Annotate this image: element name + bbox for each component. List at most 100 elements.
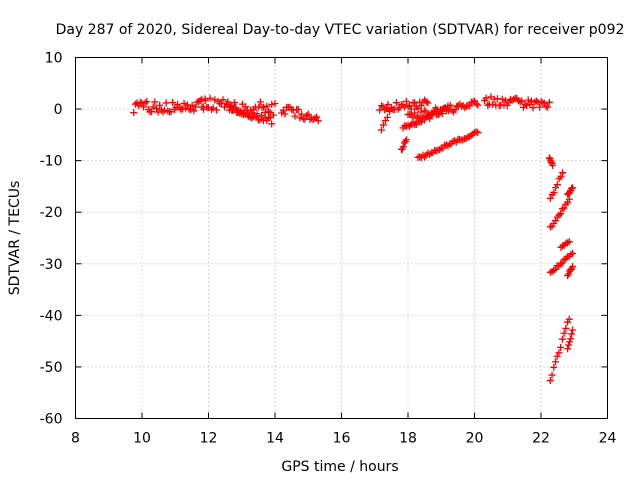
data-point: [416, 117, 424, 125]
data-point: [281, 110, 289, 118]
axes: 8 10 12 14 16 18 20 22 24 10 0 -10 -20 -30 -40 -50 -60: [40, 51, 617, 447]
data-track: [399, 102, 452, 132]
data-point: [526, 101, 534, 109]
data-point: [550, 189, 558, 197]
data-point: [402, 97, 410, 105]
data-point: [565, 238, 573, 246]
data-point: [174, 100, 182, 108]
data-point: [451, 106, 459, 114]
data-track: [557, 238, 573, 251]
data-track: [564, 263, 577, 280]
data-track: [130, 96, 209, 117]
data-point: [564, 345, 572, 353]
x-tick-label: 8: [71, 431, 80, 447]
data-point: [467, 131, 475, 139]
data-point: [187, 106, 195, 114]
data-point: [230, 99, 238, 107]
data-point: [553, 181, 561, 189]
data-point: [553, 352, 561, 360]
data-point: [474, 128, 482, 136]
data-point: [251, 112, 259, 120]
y-tick-label: -60: [40, 412, 63, 428]
data-point: [558, 335, 566, 343]
data-point: [264, 107, 272, 115]
data-point: [523, 101, 531, 109]
x-tick-label: 22: [532, 431, 550, 447]
data-point: [449, 138, 457, 146]
data-point: [555, 349, 563, 357]
data-track: [376, 96, 432, 114]
data-point: [569, 263, 577, 271]
data-point: [226, 103, 234, 111]
data-point: [379, 121, 387, 129]
data-point: [442, 107, 450, 115]
data-point: [219, 96, 227, 104]
data-point: [484, 101, 492, 109]
data-point: [206, 94, 214, 102]
data-point: [313, 113, 321, 121]
data-point: [159, 108, 167, 116]
data-point: [212, 106, 220, 114]
x-tick-label: 12: [200, 431, 218, 447]
data-point: [424, 99, 432, 107]
data-point: [537, 98, 545, 106]
data-point: [236, 109, 244, 117]
data-point: [387, 105, 395, 113]
data-point: [568, 330, 576, 338]
data-point: [247, 106, 255, 114]
data-track: [414, 128, 482, 162]
y-tick-label: -10: [40, 154, 63, 170]
data-point: [503, 102, 511, 110]
data-point: [136, 98, 144, 106]
data-point: [175, 104, 183, 112]
data-point: [314, 117, 322, 125]
data-track: [546, 315, 573, 385]
x-tick-label: 10: [133, 431, 151, 447]
x-tick-label: 14: [266, 431, 284, 447]
data-point: [518, 97, 526, 105]
data-point: [271, 100, 279, 108]
data-point: [489, 100, 497, 108]
data-point: [545, 98, 553, 106]
data-track: [546, 195, 573, 231]
data-point: [162, 99, 170, 107]
data-point: [377, 102, 385, 110]
data-point: [546, 194, 554, 202]
data-point: [263, 102, 271, 110]
data-point: [264, 114, 272, 122]
data-point: [560, 204, 568, 212]
data-point: [149, 103, 157, 111]
data-point: [256, 98, 264, 106]
data-track: [377, 105, 395, 134]
data-point: [540, 99, 548, 107]
data-point: [426, 115, 434, 123]
data-point: [559, 169, 567, 177]
data-point: [546, 377, 554, 385]
data-point: [191, 103, 199, 111]
data-point: [233, 108, 241, 116]
data-track: [564, 326, 577, 353]
data-point: [164, 107, 172, 115]
data-point: [472, 128, 480, 136]
data-point: [444, 102, 452, 110]
x-axis-label: GPS time / hours: [281, 459, 398, 475]
data-point: [260, 103, 268, 111]
y-tick-label: -50: [40, 360, 63, 376]
data-marks: [130, 93, 577, 385]
data-point: [161, 106, 169, 114]
data-point: [510, 95, 518, 103]
x-tick-label: 18: [399, 431, 417, 447]
data-point: [569, 249, 577, 257]
data-point: [569, 326, 577, 334]
data-point: [156, 101, 164, 109]
data-point: [268, 100, 276, 108]
data-point: [394, 105, 402, 113]
data-point: [498, 95, 506, 103]
data-point: [409, 119, 417, 127]
data-point: [532, 97, 540, 105]
data-point: [242, 103, 250, 111]
data-point: [256, 115, 264, 123]
data-point: [551, 265, 559, 273]
data-point: [564, 239, 572, 247]
